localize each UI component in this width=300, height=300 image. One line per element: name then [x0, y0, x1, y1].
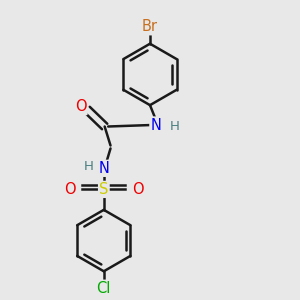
Text: O: O: [132, 182, 144, 197]
Text: S: S: [99, 182, 109, 197]
Text: N: N: [150, 118, 161, 133]
Text: H: H: [84, 160, 94, 173]
Text: N: N: [98, 161, 109, 176]
Text: Cl: Cl: [97, 281, 111, 296]
Text: O: O: [75, 99, 86, 114]
Text: H: H: [170, 120, 180, 133]
Text: Br: Br: [142, 19, 158, 34]
Text: O: O: [64, 182, 75, 197]
